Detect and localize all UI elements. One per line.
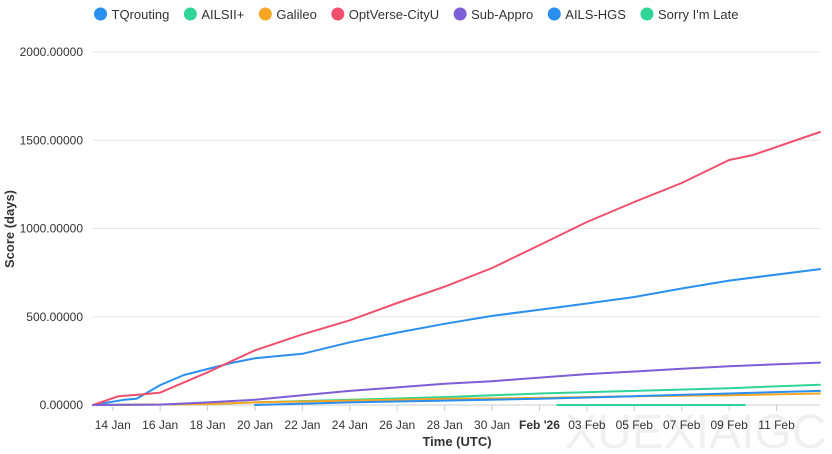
y-tick-label: 1000.00000: [20, 222, 84, 236]
x-tick-label: 16 Jan: [142, 418, 178, 432]
x-tick-label: 07 Feb: [663, 418, 701, 432]
legend-item[interactable]: OptVerse-CityU: [331, 7, 439, 22]
legend-label: Galileo: [276, 7, 316, 22]
series-line-optverse-cityu[interactable]: [92, 131, 821, 406]
x-tick-label: 22 Jan: [284, 418, 320, 432]
watermark: XUEXIAIGC: [565, 406, 826, 454]
x-tick-label: 14 Jan: [95, 418, 131, 432]
x-tick-label: 30 Jan: [474, 418, 510, 432]
legend-item[interactable]: AILS-HGS: [547, 7, 627, 22]
legend-item[interactable]: Galileo: [258, 7, 317, 22]
x-tick-label: 05 Feb: [616, 418, 654, 432]
legend-label: AILS-HGS: [565, 7, 626, 22]
legend-item[interactable]: AILSII+: [183, 7, 245, 22]
legend-label: TQrouting: [112, 7, 170, 22]
legend: TQrouting AILSII+ Galileo OptVerse-CityU Sub…: [94, 7, 738, 22]
legend-label: OptVerse-CityU: [349, 7, 439, 22]
y-tick-label: 0.00000: [40, 398, 84, 412]
x-axis: 14 Jan 16 Jan 18 Jan 20 Jan 22 Jan 24 Jan 26 J…: [95, 405, 795, 432]
series-line-ails-hgs[interactable]: [254, 389, 821, 406]
legend-item[interactable]: Sub-Appro: [453, 7, 534, 22]
series-line-sub-appro[interactable]: [92, 361, 821, 406]
series-lines: [92, 131, 821, 406]
legend-marker-icon: [94, 7, 108, 21]
legend-marker-icon: [453, 7, 467, 21]
y-axis-title: Score (days): [2, 190, 17, 268]
y-tick-label: 2000.00000: [20, 45, 84, 59]
legend-label: AILSII+: [201, 7, 244, 22]
x-tick-label: 24 Jan: [332, 418, 368, 432]
y-tick-label: 1500.00000: [20, 133, 84, 147]
legend-marker-icon: [183, 7, 197, 21]
legend-label: Sorry I'm Late: [658, 7, 739, 22]
y-axis: 0.00000 500.00000 1000.00000 1500.00000 2000…: [20, 45, 84, 412]
x-axis-title: Time (UTC): [422, 434, 491, 449]
x-tick-label: 28 Jan: [427, 418, 463, 432]
legend-marker-icon: [640, 7, 654, 21]
legend-item[interactable]: TQrouting: [94, 7, 169, 22]
legend-marker-icon: [547, 7, 561, 21]
x-tick-label: 18 Jan: [190, 418, 226, 432]
legend-marker-icon: [331, 7, 345, 21]
legend-marker-icon: [258, 7, 272, 21]
x-tick-label: 11 Feb: [758, 418, 795, 432]
x-tick-label: 09 Feb: [710, 418, 748, 432]
y-tick-label: 500.00000: [26, 310, 83, 324]
legend-label: Sub-Appro: [471, 7, 533, 22]
series-line-galileo[interactable]: [92, 392, 821, 406]
legend-item[interactable]: Sorry I'm Late: [640, 7, 738, 22]
x-tick-label: 26 Jan: [379, 418, 415, 432]
series-line-tqrouting[interactable]: [92, 268, 821, 406]
x-tick-label: Feb '26: [519, 418, 560, 432]
grid: [93, 51, 820, 406]
x-tick-label: 03 Feb: [568, 418, 606, 432]
x-tick-label: 20 Jan: [237, 418, 273, 432]
